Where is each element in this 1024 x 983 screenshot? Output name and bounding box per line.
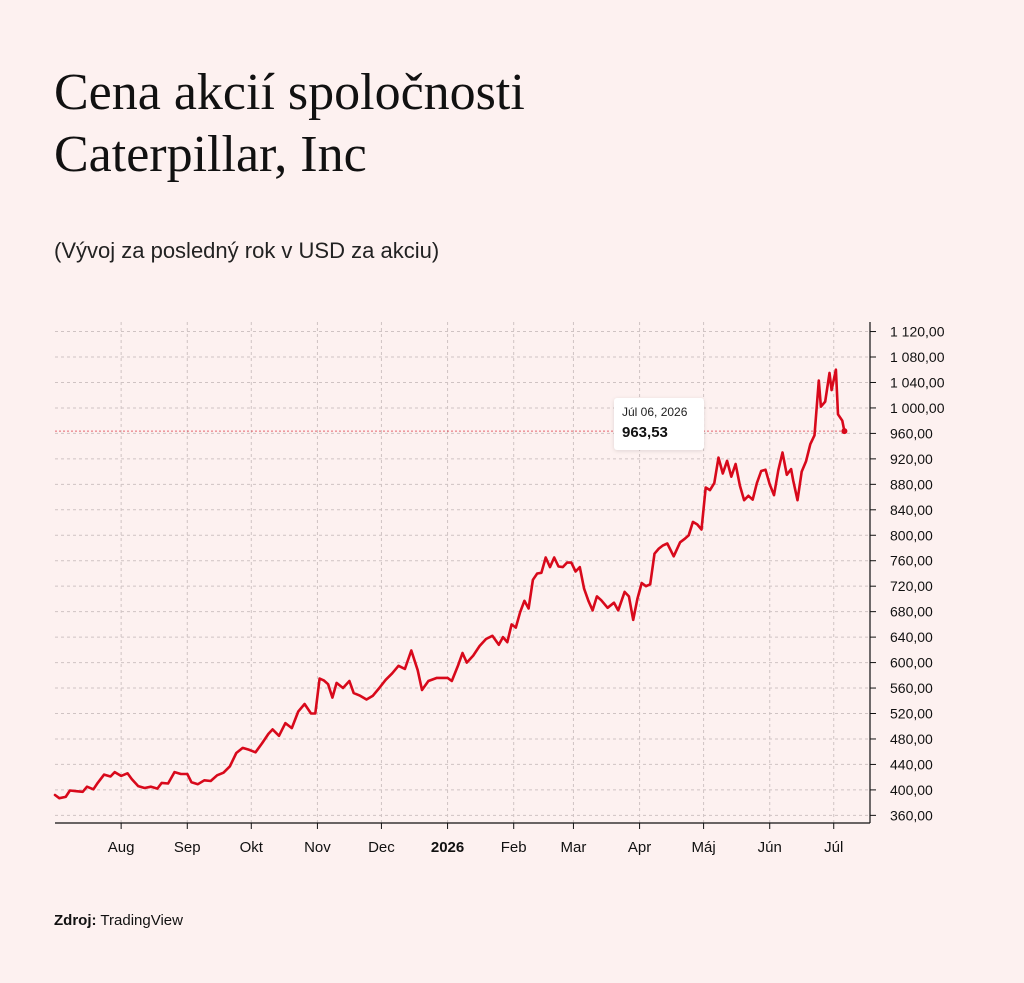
tooltip-date: Júl 06, 2026	[622, 405, 688, 419]
x-tick-label: Máj	[692, 839, 716, 856]
y-tick-label: 960,00	[890, 425, 933, 441]
y-tick-label: 560,00	[890, 680, 933, 696]
chart-title: Cena akcií spoločnosti Caterpillar, Inc	[54, 62, 974, 186]
tooltip-value: 963,53	[622, 424, 668, 441]
y-tick-label: 480,00	[890, 731, 933, 747]
y-tick-label: 1 040,00	[890, 374, 945, 390]
y-tick-label: 680,00	[890, 604, 933, 620]
chart-title-line-1: Cena akcií spoločnosti	[54, 64, 525, 121]
x-tick-label: Mar	[561, 839, 587, 856]
x-tick-label: Jún	[758, 839, 782, 856]
y-tick-label: 840,00	[890, 502, 933, 518]
price-series-line	[53, 368, 846, 800]
x-tick-label: Okt	[240, 839, 264, 856]
x-tick-label: Apr	[628, 839, 651, 856]
y-tick-label: 640,00	[890, 629, 933, 645]
x-tick-label: Aug	[108, 839, 135, 856]
x-tick-label: Júl	[824, 839, 843, 856]
source-label: Zdroj:	[54, 912, 97, 929]
y-tick-label: 720,00	[890, 578, 933, 594]
x-tick-label: Dec	[368, 839, 395, 856]
chart-title-line-2: Caterpillar, Inc	[54, 126, 367, 183]
y-tick-label: 1 000,00	[890, 400, 945, 416]
price-tooltip: Júl 06, 2026 963,53	[614, 398, 704, 450]
x-tick-label: 2026	[431, 839, 464, 856]
x-tick-label: Sep	[174, 839, 201, 856]
y-tick-label: 360,00	[890, 807, 933, 823]
price-line-chart: 360,00 400,00 440,00 480,00 520,00 560,00 600,…	[53, 322, 945, 856]
source-value: TradingView	[100, 912, 183, 929]
y-tick-label: 400,00	[890, 782, 933, 798]
y-tick-label: 800,00	[890, 527, 933, 543]
y-tick-label: 1 080,00	[890, 349, 945, 365]
source-note: Zdroj: TradingView	[54, 912, 183, 929]
y-tick-label: 880,00	[890, 476, 933, 492]
y-tick-label: 600,00	[890, 655, 933, 671]
y-tick-label: 520,00	[890, 706, 933, 722]
x-tick-label: Nov	[304, 839, 331, 856]
last-price-point	[841, 428, 848, 435]
y-tick-label: 440,00	[890, 756, 933, 772]
chart-subtitle: (Vývoj za posledný rok v USD za akciu)	[54, 238, 440, 263]
y-tick-label: 760,00	[890, 553, 933, 569]
y-tick-label: 920,00	[890, 451, 933, 467]
y-tick-label: 1 120,00	[890, 324, 945, 340]
x-tick-label: Feb	[501, 839, 527, 856]
